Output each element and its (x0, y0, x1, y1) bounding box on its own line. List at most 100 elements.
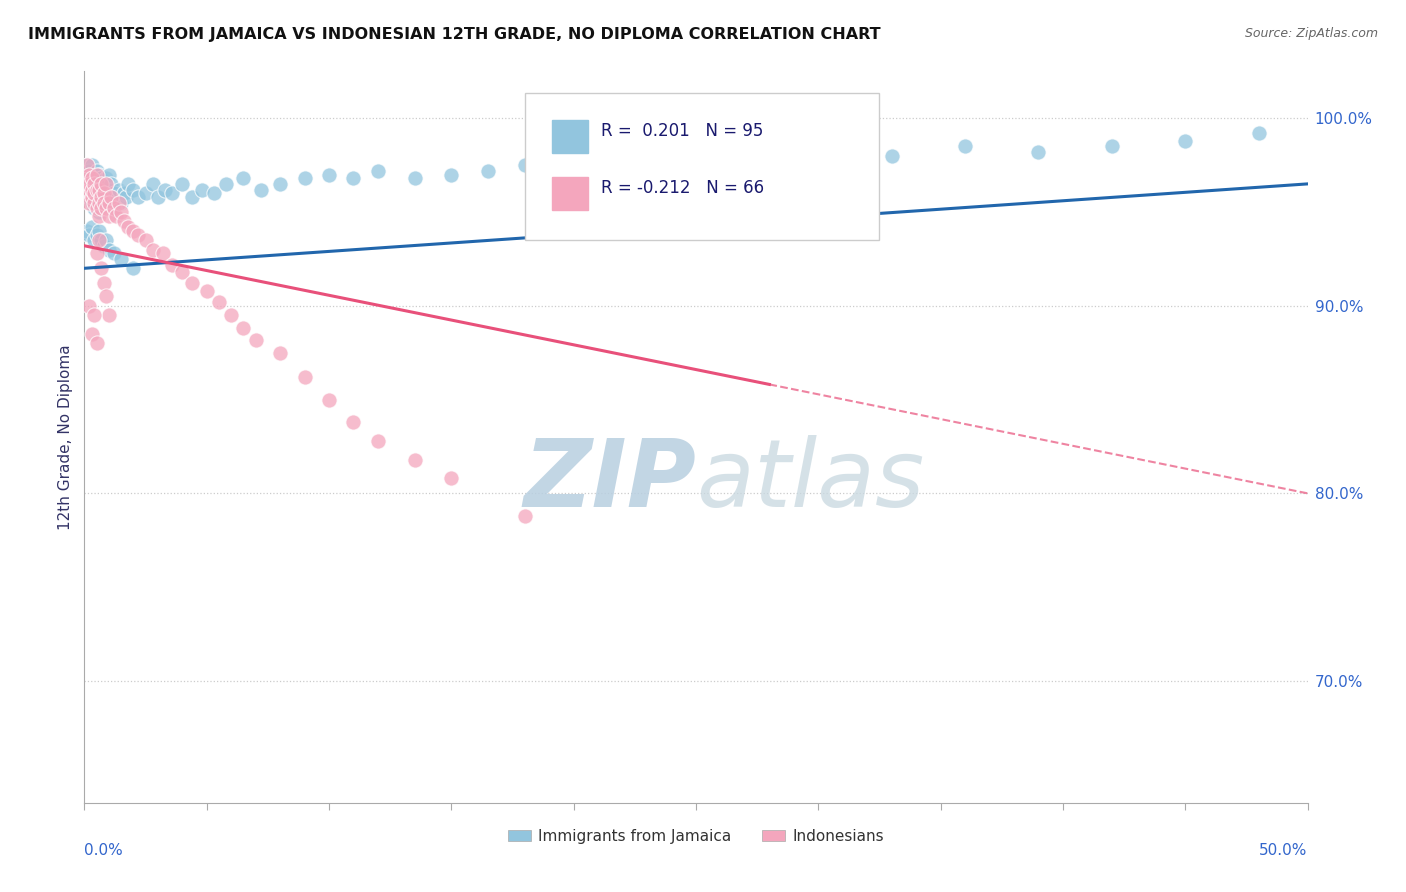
Point (97, 243, 120, 257)
Point (215, 177, 238, 191)
Point (97, 195, 120, 210)
Point (103, 201, 125, 215)
Point (76, 158, 98, 172)
Point (103, 201, 125, 215)
Point (115, 190, 138, 204)
Point (232, 171, 254, 186)
Point (77, 163, 100, 178)
Point (208, 295, 231, 310)
Point (172, 265, 194, 279)
Point (96, 171, 118, 186)
Point (86, 246, 108, 260)
Point (80, 326, 103, 341)
Point (87, 168, 110, 182)
Point (294, 171, 316, 186)
Point (105, 190, 128, 204)
Point (77, 171, 100, 186)
Point (122, 261, 145, 276)
Text: atlas: atlas (696, 435, 924, 526)
Point (77, 177, 100, 191)
Point (80, 195, 103, 210)
Point (191, 182, 214, 196)
Point (107, 195, 129, 210)
Point (96, 177, 118, 191)
Point (202, 186, 225, 201)
Point (1174, 134, 1197, 148)
Point (80, 182, 103, 196)
Point (135, 186, 157, 201)
Point (90, 233, 112, 247)
Point (80, 186, 103, 201)
Point (86, 195, 108, 210)
Point (90, 177, 112, 191)
Point (110, 252, 132, 266)
Point (93, 186, 115, 201)
Point (76, 186, 98, 201)
Point (77, 190, 100, 204)
Point (318, 168, 340, 182)
Text: R =  0.201   N = 95: R = 0.201 N = 95 (600, 122, 763, 140)
Point (86, 186, 108, 201)
Point (146, 190, 169, 204)
Point (440, 168, 463, 182)
Point (477, 163, 499, 178)
Point (100, 190, 122, 204)
Point (269, 345, 291, 359)
Point (367, 163, 389, 178)
Point (87, 177, 110, 191)
Point (953, 139, 976, 153)
Point (181, 277, 204, 291)
Point (93, 190, 115, 204)
Point (100, 190, 122, 204)
Point (440, 471, 463, 485)
Point (162, 258, 184, 272)
Point (97, 168, 120, 182)
Bar (551, 120, 588, 153)
Point (76, 168, 98, 182)
FancyBboxPatch shape (524, 94, 880, 240)
Point (87, 233, 110, 247)
Text: R = -0.212   N = 66: R = -0.212 N = 66 (600, 179, 763, 197)
Point (599, 158, 621, 172)
Point (80, 171, 103, 186)
Point (77, 195, 100, 210)
Point (77, 299, 100, 313)
Point (127, 227, 149, 242)
Point (122, 224, 145, 238)
Point (86, 201, 108, 215)
Point (80, 190, 103, 204)
Point (110, 195, 132, 210)
Point (112, 186, 135, 201)
Point (96, 233, 118, 247)
Point (83, 233, 105, 247)
Point (404, 171, 426, 186)
Point (83, 195, 105, 210)
Point (117, 177, 139, 191)
Point (80, 182, 103, 196)
Point (83, 177, 105, 191)
Point (77, 168, 100, 182)
Text: IMMIGRANTS FROM JAMAICA VS INDONESIAN 12TH GRADE, NO DIPLOMA CORRELATION CHART: IMMIGRANTS FROM JAMAICA VS INDONESIAN 12… (28, 27, 880, 42)
Y-axis label: 12th Grade, No Diploma: 12th Grade, No Diploma (58, 344, 73, 530)
Point (96, 201, 118, 215)
Point (87, 209, 110, 223)
Point (97, 195, 120, 210)
Point (269, 177, 291, 191)
Point (86, 168, 108, 182)
Point (86, 182, 108, 196)
Point (80, 158, 103, 172)
Point (93, 195, 115, 210)
Point (80, 220, 103, 235)
Point (96, 186, 118, 201)
Point (86, 336, 108, 351)
Point (77, 177, 100, 191)
Point (245, 333, 267, 347)
Point (77, 227, 100, 242)
Point (87, 205, 110, 219)
Point (93, 201, 115, 215)
Point (90, 182, 112, 196)
Point (96, 289, 118, 303)
Point (86, 227, 108, 242)
Point (105, 209, 128, 223)
Point (93, 277, 115, 291)
